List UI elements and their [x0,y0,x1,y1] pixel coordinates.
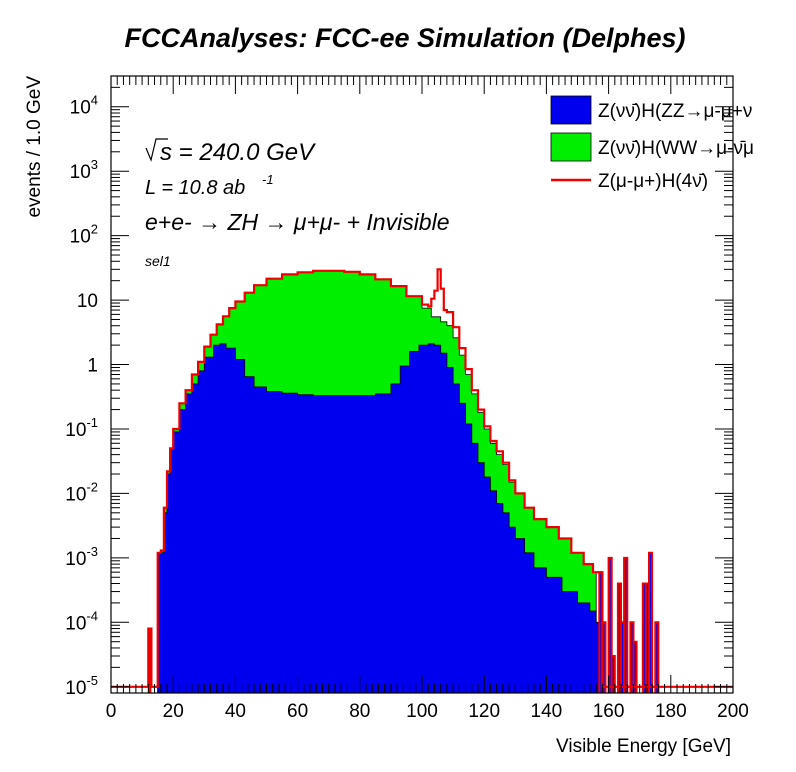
tail-bin-outline [607,556,613,693]
tail-bin-outline [610,655,616,693]
x-tick-label: 180 [655,701,687,722]
y-tick-label: 10-2 [65,479,98,505]
legend-label: Z(νν̄)H(ZZ→μ-μ+ν [598,101,752,122]
x-tick-label: 40 [225,701,246,722]
y-tick-label: 10-3 [65,544,98,570]
tail-bin-fill [630,622,634,693]
x-tick-label: 60 [287,701,308,722]
tail-bin-outline [623,556,629,693]
legend-swatch [550,132,592,162]
tail-bin-fill [621,622,625,693]
x-axis-label: Visible Energy [GeV] [556,736,731,757]
x-tick-label: 100 [406,701,438,722]
legend-label: Z(νν̄)H(WW→μ-ν̄μ [598,138,754,159]
tail-bin-fill [599,572,603,693]
chart-title: FCCAnalyses: FCC-ee Simulation (Delphes) [124,23,685,53]
tail-bin-fill [611,656,615,693]
tail-bin-outline [632,640,638,693]
y-tick-label: 10-4 [65,608,98,634]
legend-label: Z(μ-μ+)H(4ν̄) [598,171,708,192]
y-tick-label: 10-1 [65,415,98,441]
x-tick-label: 160 [593,701,625,722]
x-tick-label: 200 [717,701,749,722]
sqrt-symbol [145,138,168,162]
y-tick-label: 104 [70,93,98,119]
annotation-sqrt-s-text: s = 240.0 GeV [160,139,316,166]
tail-bin-outline [654,621,660,693]
tail-bin-fill [602,622,606,693]
y-axis-label: events / 1.0 GeV [24,76,45,218]
x-tick-label: 140 [531,701,563,722]
y-tick-label: 103 [70,157,98,183]
series-signal-line [111,268,733,688]
signal-low-bin [148,628,152,693]
y-tick-label: 1 [87,356,98,377]
annotation-process: e+e- → ZH → μ+μ- + Invisible [145,209,450,235]
tail-bin-fill [655,622,659,693]
y-tick-label: 10 [77,291,98,312]
x-tick-label: 120 [468,701,500,722]
tail-bin-fill [608,557,612,693]
y-axis: 10-5 10-4 10-3 10-2 10-1 1 10 102 103 104 [65,75,733,699]
y-tick-label: 102 [70,222,98,248]
annotation-luminosity: L = 10.8 ab -1 [145,172,274,199]
annotation-selection: sel1 [145,253,171,269]
tail-bin-fill [649,552,653,693]
legend-entry-ww: Z(νν̄)H(WW→μ-ν̄μ [550,132,754,162]
tail-bin-fill [624,557,628,693]
x-tick-label: 0 [106,701,117,722]
tail-bin-fill [633,641,637,693]
tail-bin-fill [642,583,646,693]
x-axis: 0 20 40 60 80 100 120 140 160 180 200 [106,76,749,722]
legend-entry-signal: Z(μ-μ+)H(4ν̄) [551,171,708,192]
tail-bin-fill [645,583,649,693]
annotation-lumi-text: L = 10.8 ab [145,177,245,199]
x-tick-label: 80 [349,701,370,722]
plot-content [111,268,733,694]
annotation-sqrt-s: s = 240.0 GeV [145,138,316,166]
tail-bin-outline [648,551,654,693]
legend-swatch [550,95,592,125]
y-tick-label: 10-5 [65,673,98,699]
legend: Z(νν̄)H(ZZ→μ-μ+ν Z(νν̄)H(WW→μ-ν̄μ Z(μ-μ+)H… [550,95,754,192]
legend-entry-zz: Z(νν̄)H(ZZ→μ-μ+ν [550,95,752,125]
annotation-lumi-exponent: -1 [262,172,274,187]
tail-bin-fill [617,583,621,693]
x-tick-label: 20 [163,701,184,722]
